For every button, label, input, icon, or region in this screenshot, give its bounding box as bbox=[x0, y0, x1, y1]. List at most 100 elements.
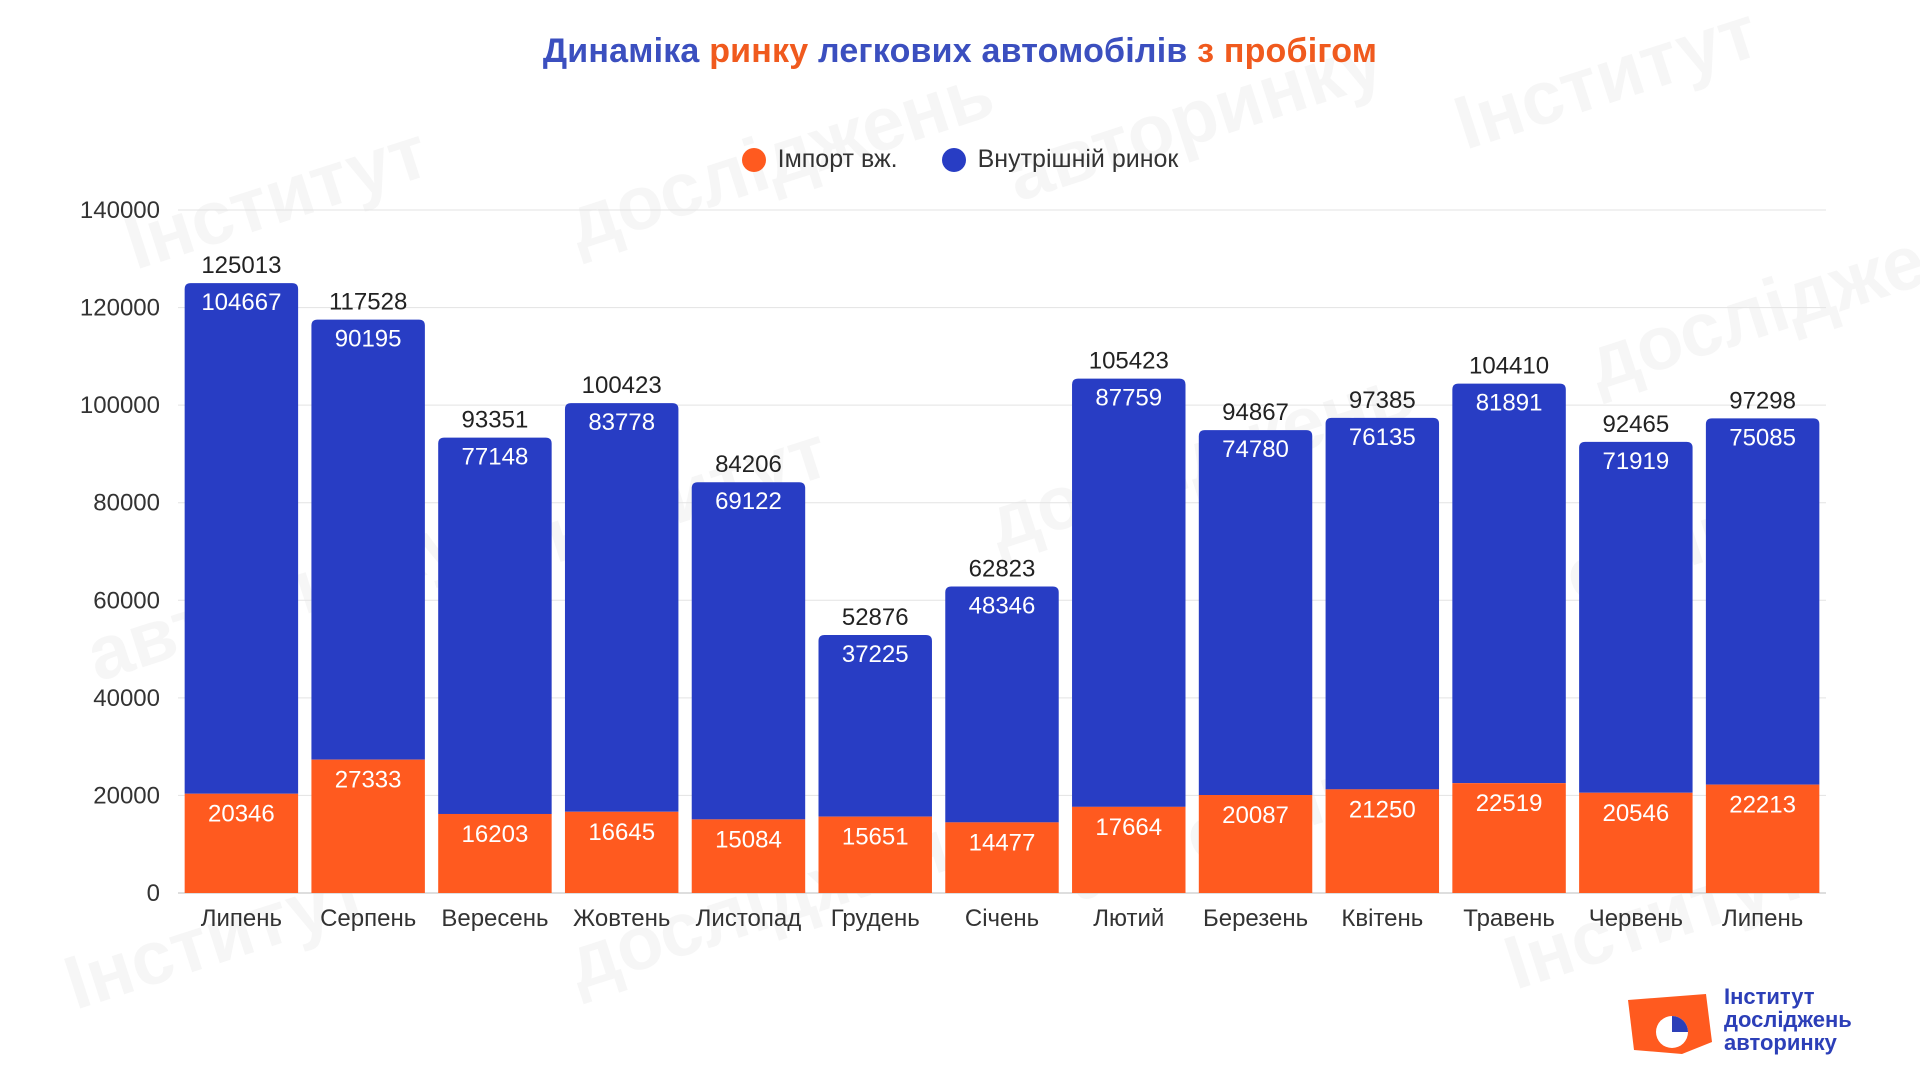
legend-label-import: Імпорт вж. bbox=[777, 145, 898, 173]
x-category-label: Серпень bbox=[320, 905, 416, 932]
bar-domestic bbox=[184, 283, 299, 794]
data-label-total: 94867 bbox=[1222, 399, 1289, 426]
title-part-1: Динаміка bbox=[542, 32, 710, 70]
data-label-import: 17664 bbox=[1095, 814, 1162, 841]
title-part-2: ринку bbox=[709, 32, 809, 70]
legend-item-domestic: Внутрішній ринок bbox=[941, 145, 1179, 174]
x-category-label: Червень bbox=[1589, 905, 1683, 932]
bar-import bbox=[1325, 789, 1440, 893]
data-label-domestic: 81891 bbox=[1476, 390, 1543, 417]
data-label-domestic: 77148 bbox=[462, 444, 529, 471]
logo-line-1: Інститут bbox=[1724, 984, 1815, 1009]
legend-dot-domestic bbox=[941, 147, 966, 172]
bar-import bbox=[691, 819, 806, 893]
logo-text: Інститут досліджень авторинку bbox=[1724, 985, 1852, 1054]
data-label-domestic: 71919 bbox=[1602, 448, 1669, 475]
legend-item-import: Імпорт вж. bbox=[741, 145, 898, 174]
data-label-total: 97298 bbox=[1729, 387, 1796, 414]
data-label-total: 52876 bbox=[842, 604, 909, 631]
bar-import bbox=[1579, 792, 1693, 893]
y-tick-label: 100000 bbox=[80, 392, 160, 419]
x-category-label: Березень bbox=[1203, 905, 1308, 932]
data-label-import: 16203 bbox=[462, 821, 529, 848]
data-label-import: 20087 bbox=[1222, 802, 1289, 829]
bar-import bbox=[1705, 784, 1820, 893]
data-label-domestic: 90195 bbox=[335, 326, 402, 353]
chart-title: Динаміка ринку легкових автомобілів з пр… bbox=[0, 32, 1920, 71]
x-category-label: Лютий bbox=[1093, 905, 1164, 932]
bar-domestic bbox=[1705, 418, 1820, 785]
logo-line-3: авторинку bbox=[1724, 1030, 1837, 1055]
data-label-import: 15084 bbox=[715, 826, 782, 853]
bar-domestic bbox=[1452, 383, 1566, 784]
x-category-label: Листопад bbox=[696, 905, 802, 932]
bar-import bbox=[818, 816, 932, 893]
y-tick-label: 80000 bbox=[93, 490, 160, 517]
data-label-total: 105423 bbox=[1089, 348, 1169, 375]
bar-import bbox=[438, 813, 552, 893]
bar-import bbox=[1452, 783, 1566, 893]
x-category-label: Січень bbox=[965, 905, 1039, 932]
data-label-total: 100423 bbox=[582, 372, 662, 399]
legend-label-domestic: Внутрішній ринок bbox=[977, 145, 1179, 173]
bar-domestic bbox=[311, 319, 425, 760]
legend-dot-import bbox=[741, 147, 766, 172]
data-label-import: 20546 bbox=[1602, 800, 1669, 827]
y-tick-label: 60000 bbox=[93, 587, 160, 614]
institute-logo bbox=[1628, 994, 1712, 1054]
x-category-label: Квітень bbox=[1341, 905, 1423, 932]
bar-import bbox=[1198, 795, 1313, 893]
bar-domestic bbox=[438, 437, 552, 814]
bar-domestic bbox=[691, 482, 806, 820]
bar-import bbox=[945, 822, 1059, 893]
y-tick-label: 40000 bbox=[93, 685, 160, 712]
data-label-total: 117528 bbox=[329, 289, 407, 316]
x-category-label: Жовтень bbox=[573, 905, 670, 932]
x-category-label: Вересень bbox=[441, 905, 548, 932]
chart-legend: Імпорт вж. Внутрішній ринок bbox=[0, 145, 1920, 174]
x-category-label: Грудень bbox=[831, 905, 920, 932]
data-label-domestic: 37225 bbox=[842, 641, 909, 668]
data-label-total: 84206 bbox=[715, 451, 782, 478]
data-label-total: 97385 bbox=[1349, 387, 1416, 414]
logo-pie-icon bbox=[1672, 1016, 1688, 1032]
data-label-total: 62823 bbox=[969, 556, 1036, 583]
data-label-domestic: 76135 bbox=[1349, 424, 1416, 451]
data-label-import: 27333 bbox=[335, 767, 402, 794]
data-label-domestic: 104667 bbox=[201, 289, 281, 316]
bar-import bbox=[311, 759, 425, 893]
data-label-domestic: 75085 bbox=[1729, 424, 1796, 451]
bar-domestic bbox=[1579, 441, 1693, 793]
data-label-import: 16645 bbox=[588, 819, 655, 846]
data-label-import: 20346 bbox=[208, 801, 275, 828]
bar-domestic bbox=[1072, 378, 1186, 807]
bar-domestic bbox=[564, 403, 679, 812]
title-part-4: з пробігом bbox=[1197, 32, 1378, 70]
bar-domestic bbox=[1198, 430, 1313, 796]
x-category-label: Липень bbox=[1722, 905, 1803, 932]
x-category-label: Липень bbox=[201, 905, 282, 932]
data-label-import: 15651 bbox=[842, 824, 909, 851]
data-label-domestic: 69122 bbox=[715, 488, 782, 515]
data-label-import: 22519 bbox=[1476, 790, 1543, 817]
data-label-domestic: 74780 bbox=[1222, 436, 1289, 463]
data-label-total: 93351 bbox=[462, 407, 529, 434]
bar-import bbox=[1072, 806, 1186, 893]
data-label-domestic: 83778 bbox=[588, 409, 655, 436]
data-label-domestic: 87759 bbox=[1095, 385, 1162, 412]
y-tick-label: 120000 bbox=[80, 295, 160, 322]
data-label-import: 22213 bbox=[1729, 792, 1796, 819]
y-tick-label: 20000 bbox=[93, 782, 160, 809]
data-label-total: 104410 bbox=[1469, 353, 1549, 380]
data-label-total: 125013 bbox=[201, 252, 281, 279]
data-label-import: 14477 bbox=[969, 829, 1036, 856]
data-label-domestic: 48346 bbox=[969, 593, 1036, 620]
data-label-total: 92465 bbox=[1602, 411, 1669, 438]
bar-import bbox=[564, 811, 679, 893]
y-tick-label: 0 bbox=[147, 880, 160, 907]
x-category-label: Травень bbox=[1463, 905, 1555, 932]
data-label-import: 21250 bbox=[1349, 796, 1416, 823]
title-part-3: легкових автомобілів bbox=[808, 32, 1198, 70]
y-tick-label: 140000 bbox=[80, 197, 160, 224]
